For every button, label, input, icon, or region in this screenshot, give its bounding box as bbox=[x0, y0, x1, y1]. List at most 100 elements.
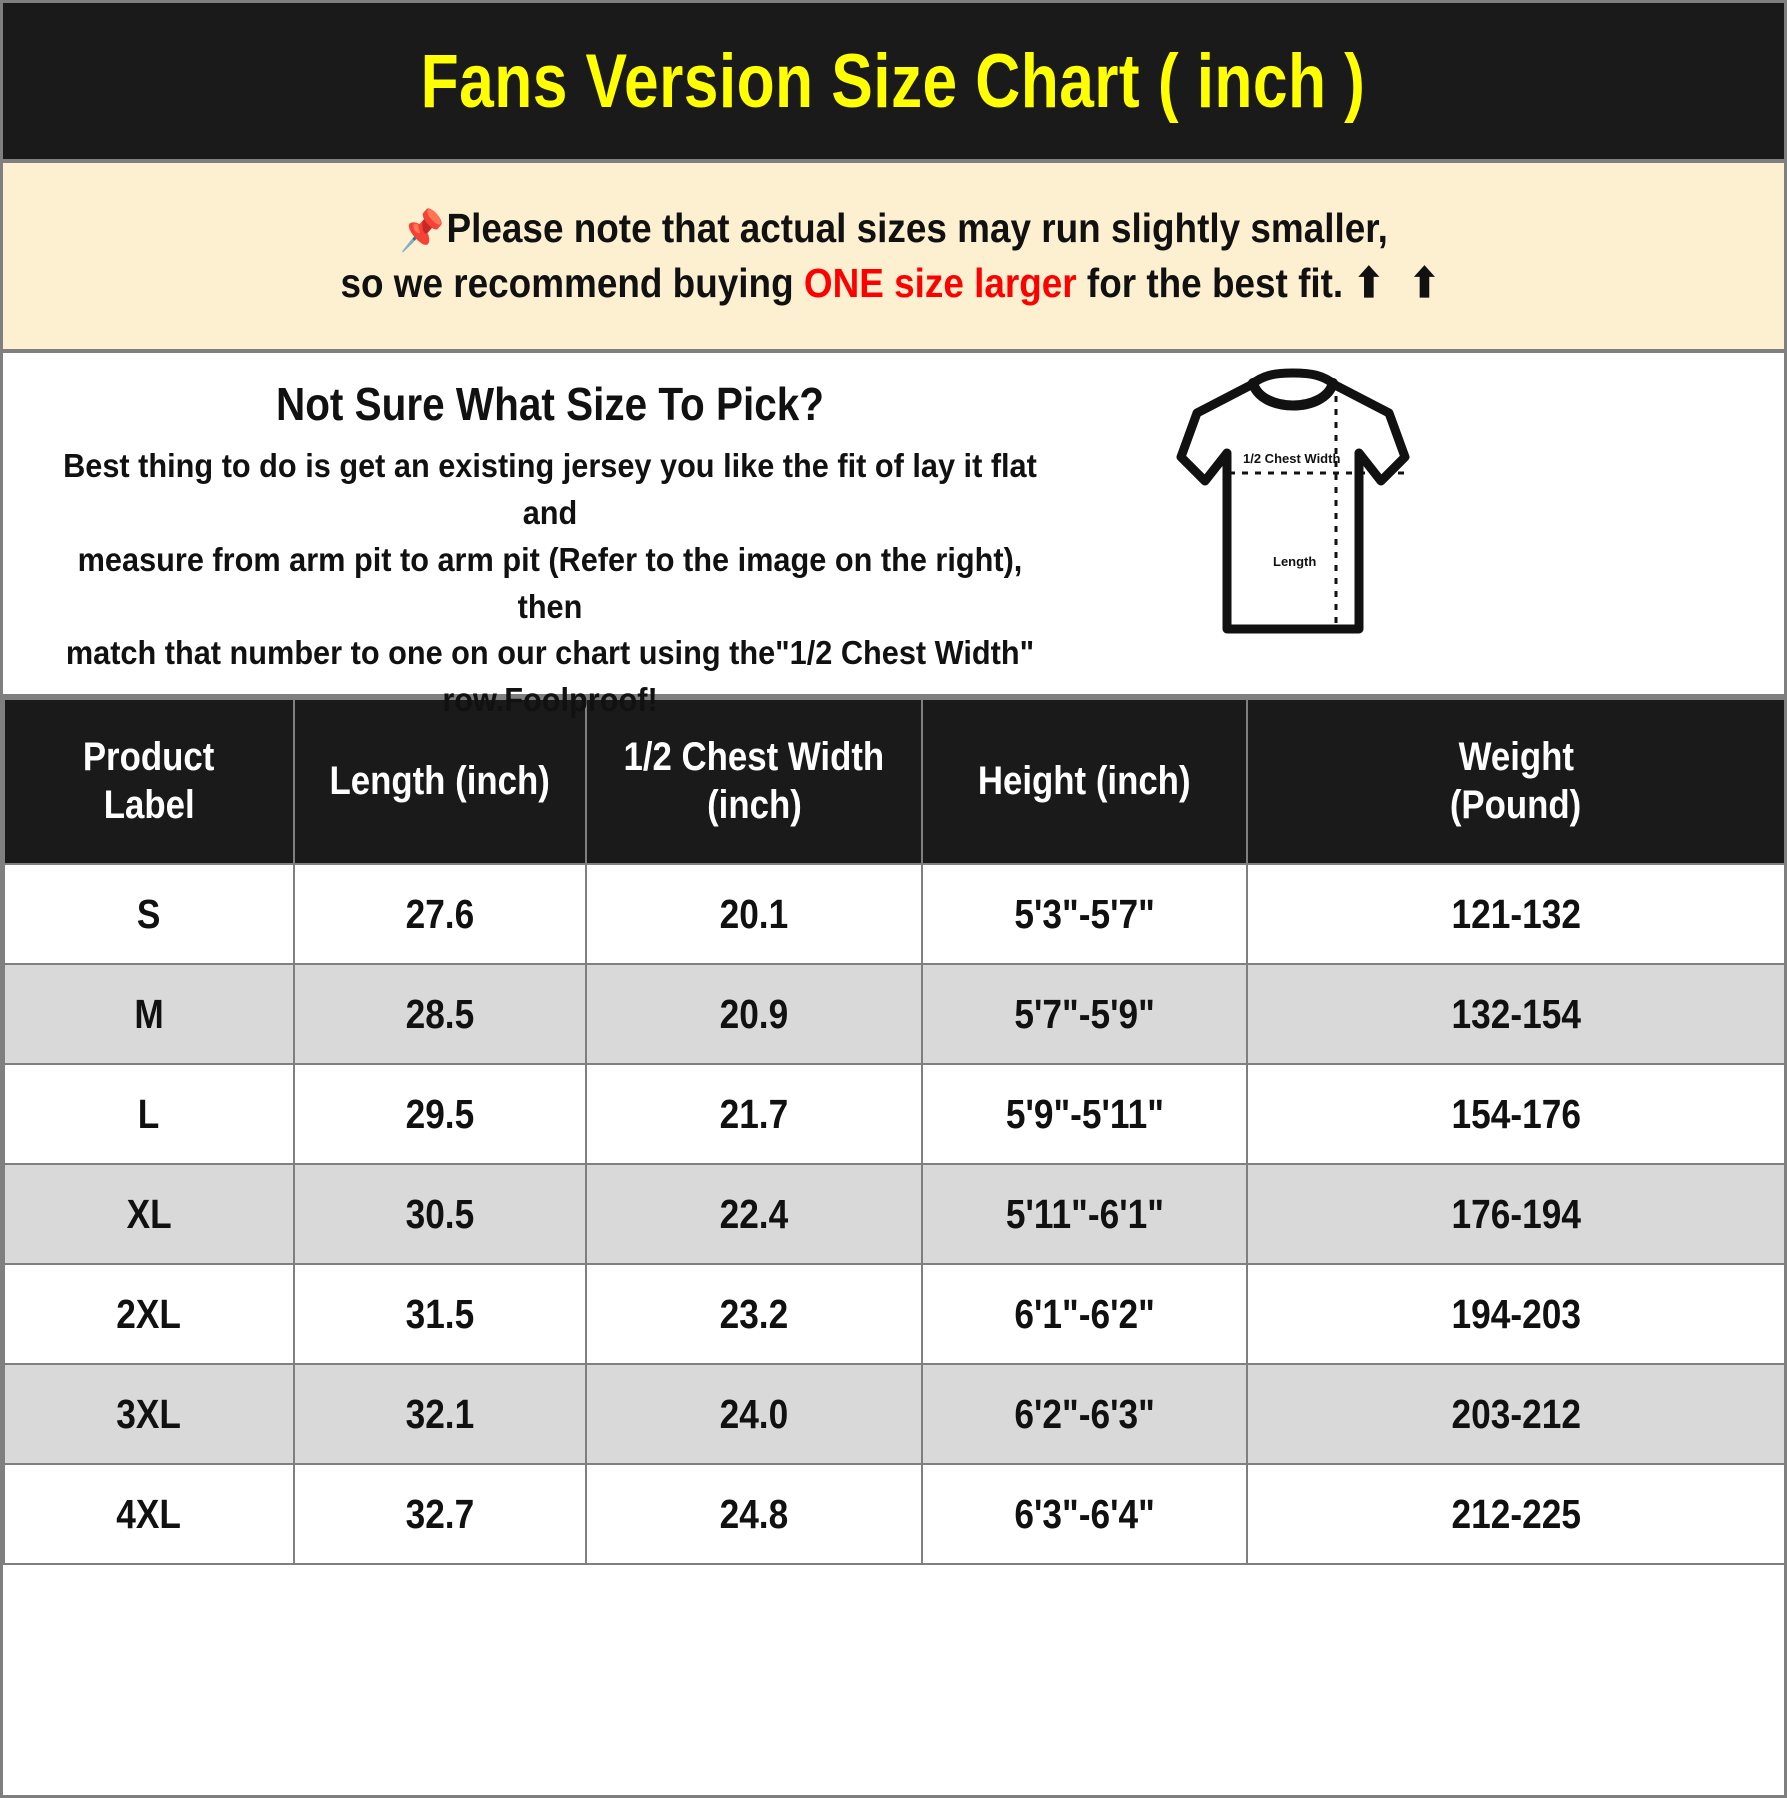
cell-length: 30.5 bbox=[293, 1163, 587, 1265]
cell-text: 6'1"-6'2" bbox=[1014, 1290, 1155, 1337]
cell-text: 203-212 bbox=[1451, 1390, 1581, 1437]
tshirt-diagram: 1/2 Chest Width Length bbox=[1143, 361, 1443, 641]
arrow-up-icon: ⬆ ⬆ bbox=[1353, 259, 1447, 306]
cell-text: 24.0 bbox=[719, 1390, 789, 1437]
cell-text: 4XL bbox=[116, 1490, 182, 1537]
cell-height: 5'9"-5'11" bbox=[921, 1063, 1248, 1165]
table-row: 4XL 32.7 24.8 6'3"-6'4" 212-225 bbox=[3, 1463, 1784, 1565]
table-row: S 27.6 20.1 5'3"-5'7" 121-132 bbox=[3, 863, 1784, 965]
note-highlight: ONE size larger bbox=[803, 259, 1077, 306]
table-row: 2XL 31.5 23.2 6'1"-6'2" 194-203 bbox=[3, 1263, 1784, 1365]
cell-weight: 132-154 bbox=[1246, 963, 1784, 1065]
tshirt-icon: 1/2 Chest Width Length bbox=[1176, 368, 1410, 634]
column-header-chest-width-line1: 1/2 Chest Width bbox=[623, 735, 885, 780]
cell-text: 32.1 bbox=[405, 1390, 475, 1437]
chest-width-label: 1/2 Chest Width bbox=[1243, 451, 1340, 466]
page-title: Fans Version Size Chart ( inch ) bbox=[421, 38, 1366, 124]
cell-weight: 176-194 bbox=[1246, 1163, 1784, 1265]
cell-length: 29.5 bbox=[293, 1063, 587, 1165]
note-line-2-prefix: so we recommend buying bbox=[340, 259, 804, 306]
cell-height: 6'3"-6'4" bbox=[921, 1463, 1248, 1565]
size-chart-table: Product Label Length (inch) 1/2 Chest Wi… bbox=[3, 698, 1784, 1565]
cell-chest: 20.1 bbox=[585, 863, 923, 965]
column-header-weight-line1: Weight bbox=[1458, 735, 1574, 780]
column-header-product-label-line1: Product bbox=[83, 735, 215, 780]
cell-text: 23.2 bbox=[719, 1290, 789, 1337]
table-body: S 27.6 20.1 5'3"-5'7" 121-132 M 28.5 20.… bbox=[3, 863, 1784, 1565]
note-banner: 📌Please note that actual sizes may run s… bbox=[3, 163, 1784, 353]
cell-chest: 24.8 bbox=[585, 1463, 923, 1565]
cell-length: 32.1 bbox=[293, 1363, 587, 1465]
cell-text: 2XL bbox=[116, 1290, 182, 1337]
pushpin-icon: 📌 bbox=[399, 208, 445, 253]
cell-length: 28.5 bbox=[293, 963, 587, 1065]
table-row: M 28.5 20.9 5'7"-5'9" 132-154 bbox=[3, 963, 1784, 1065]
cell-product-label: 3XL bbox=[3, 1363, 295, 1465]
cell-text: 20.9 bbox=[719, 990, 789, 1037]
cell-weight: 203-212 bbox=[1246, 1363, 1784, 1465]
info-paragraph-line-2: measure from arm pit to arm pit (Refer t… bbox=[77, 540, 1023, 625]
table-header: Product Label Length (inch) 1/2 Chest Wi… bbox=[3, 698, 1784, 865]
note-line-1: 📌Please note that actual sizes may run s… bbox=[399, 205, 1388, 253]
cell-text: 30.5 bbox=[405, 1190, 475, 1237]
cell-text: 24.8 bbox=[719, 1490, 789, 1537]
column-header-product-label: Product Label bbox=[3, 698, 295, 865]
cell-text: 6'3"-6'4" bbox=[1014, 1490, 1155, 1537]
info-section: Not Sure What Size To Pick? Best thing t… bbox=[3, 353, 1784, 718]
cell-text: 194-203 bbox=[1451, 1290, 1581, 1337]
cell-product-label: XL bbox=[3, 1163, 295, 1265]
cell-weight: 121-132 bbox=[1246, 863, 1784, 965]
cell-text: 5'9"-5'11" bbox=[1005, 1090, 1164, 1137]
column-header-height: Height (inch) bbox=[921, 698, 1248, 865]
cell-length: 31.5 bbox=[293, 1263, 587, 1365]
cell-weight: 194-203 bbox=[1246, 1263, 1784, 1365]
cell-text: 212-225 bbox=[1451, 1490, 1581, 1537]
column-header-length: Length (inch) bbox=[293, 698, 587, 865]
cell-text: 176-194 bbox=[1451, 1190, 1581, 1237]
title-banner: Fans Version Size Chart ( inch ) bbox=[3, 3, 1784, 163]
column-header-height-line1: Height (inch) bbox=[978, 758, 1191, 803]
cell-text: XL bbox=[126, 1190, 172, 1237]
cell-chest: 20.9 bbox=[585, 963, 923, 1065]
cell-product-label: S bbox=[3, 863, 295, 965]
tshirt-body-path bbox=[1176, 368, 1410, 634]
cell-text: 22.4 bbox=[719, 1190, 789, 1237]
column-header-weight-line2: (Pound) bbox=[1450, 782, 1582, 827]
cell-chest: 22.4 bbox=[585, 1163, 923, 1265]
table-row: 3XL 32.1 24.0 6'2"-6'3" 203-212 bbox=[3, 1363, 1784, 1465]
cell-text: 132-154 bbox=[1451, 990, 1581, 1037]
cell-height: 6'1"-6'2" bbox=[921, 1263, 1248, 1365]
table-row: L 29.5 21.7 5'9"-5'11" 154-176 bbox=[3, 1063, 1784, 1165]
cell-height: 6'2"-6'3" bbox=[921, 1363, 1248, 1465]
cell-product-label: 4XL bbox=[3, 1463, 295, 1565]
cell-text: 5'3"-5'7" bbox=[1014, 890, 1155, 937]
cell-product-label: L bbox=[3, 1063, 295, 1165]
cell-product-label: M bbox=[3, 963, 295, 1065]
cell-height: 5'7"-5'9" bbox=[921, 963, 1248, 1065]
info-heading: Not Sure What Size To Pick? bbox=[275, 378, 825, 430]
cell-text: 6'2"-6'3" bbox=[1014, 1390, 1155, 1437]
column-header-length-line1: Length (inch) bbox=[329, 758, 551, 803]
cell-text: 5'11"-6'1" bbox=[1005, 1190, 1164, 1237]
column-header-product-label-line2: Label bbox=[103, 782, 195, 827]
cell-text: 31.5 bbox=[405, 1290, 475, 1337]
tshirt-collar-path bbox=[1248, 378, 1338, 411]
cell-text: S bbox=[137, 890, 161, 937]
cell-height: 5'11"-6'1" bbox=[921, 1163, 1248, 1265]
info-paragraph-line-1: Best thing to do is get an existing jers… bbox=[63, 447, 1037, 531]
cell-text: 29.5 bbox=[405, 1090, 475, 1137]
cell-weight: 154-176 bbox=[1246, 1063, 1784, 1165]
column-header-chest-width-line2: (inch) bbox=[706, 782, 802, 827]
info-paragraph-line-4: row.Foolproof! bbox=[442, 681, 658, 719]
note-line-2-suffix: for the best fit. bbox=[1076, 259, 1354, 306]
cell-text: L bbox=[138, 1090, 160, 1137]
cell-text: 3XL bbox=[116, 1390, 182, 1437]
note-line-2: so we recommend buying ONE size larger f… bbox=[340, 259, 1447, 306]
cell-weight: 212-225 bbox=[1246, 1463, 1784, 1565]
cell-height: 5'3"-5'7" bbox=[921, 863, 1248, 965]
table-row: XL 30.5 22.4 5'11"-6'1" 176-194 bbox=[3, 1163, 1784, 1265]
table-header-row: Product Label Length (inch) 1/2 Chest Wi… bbox=[3, 698, 1784, 865]
cell-text: 20.1 bbox=[719, 890, 789, 937]
info-paragraph-line-3: match that number to one on our chart us… bbox=[65, 634, 1035, 672]
